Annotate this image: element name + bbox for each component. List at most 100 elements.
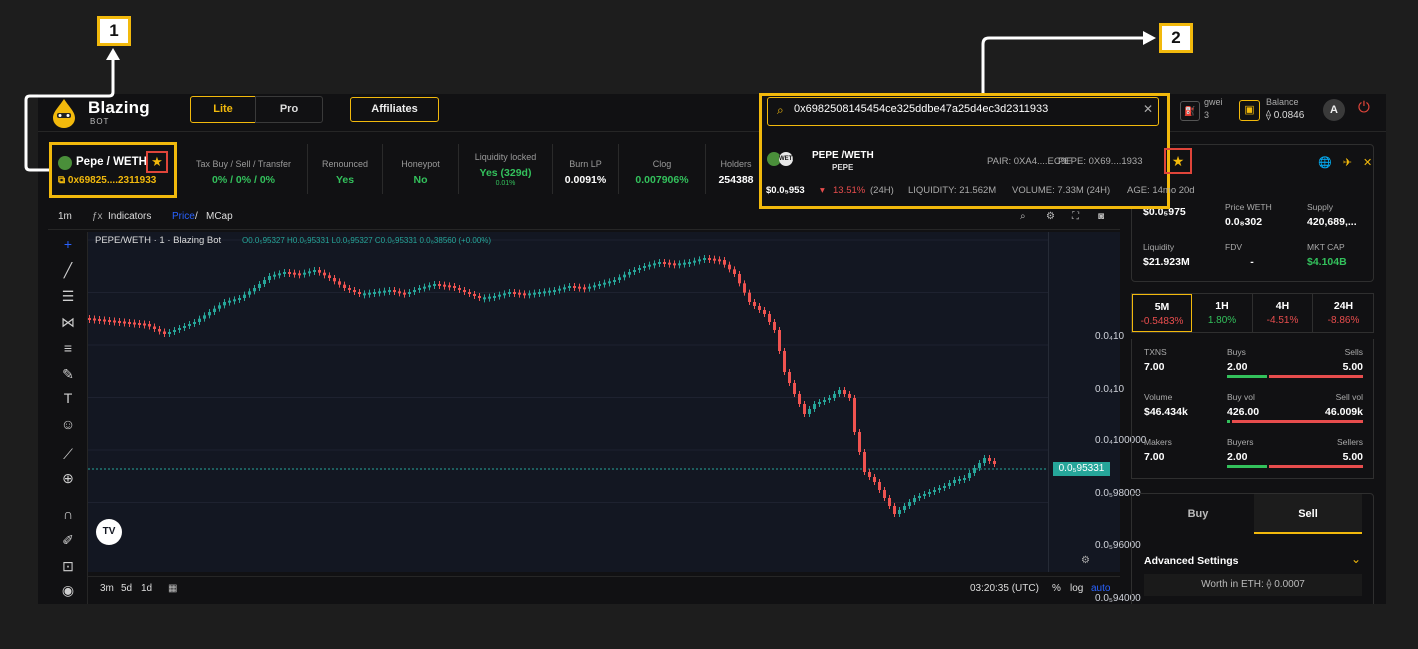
- candle-body: [363, 293, 366, 296]
- horizontal-lines-icon[interactable]: ☰: [61, 288, 75, 304]
- range-3m[interactable]: 3m: [100, 583, 114, 594]
- mcap-toggle[interactable]: MCap: [206, 211, 233, 222]
- candle-body: [713, 258, 716, 261]
- liquidity-label: Liquidity: [1143, 242, 1175, 252]
- tradingview-logo[interactable]: TV: [96, 519, 122, 545]
- crosshair-icon[interactable]: +: [63, 236, 73, 252]
- lock-icon[interactable]: ⊡: [62, 558, 74, 574]
- candle-body: [808, 409, 811, 414]
- fib-icon[interactable]: ≡: [63, 340, 73, 356]
- interval-button[interactable]: 1m: [58, 211, 72, 222]
- candle-body: [193, 322, 196, 324]
- candle-body: [188, 324, 191, 326]
- token-info-panel: [1131, 144, 1374, 282]
- candle-body: [663, 262, 666, 264]
- candle-body: [233, 299, 236, 302]
- range-5d[interactable]: 5d: [121, 583, 133, 594]
- price-tick-label: 0.0₅94000: [1095, 593, 1141, 604]
- mode-pro-button[interactable]: Pro: [255, 96, 323, 123]
- toggle-separator: /: [195, 211, 198, 222]
- candle-body: [583, 287, 586, 290]
- trendline-icon[interactable]: ╱: [63, 262, 73, 278]
- candle-body: [443, 284, 446, 287]
- emoji-icon[interactable]: ☺: [60, 416, 76, 432]
- range-1d[interactable]: 1d: [141, 583, 153, 594]
- search-input[interactable]: [794, 103, 1134, 115]
- fdv-cell: FDV -: [1225, 242, 1279, 268]
- utc-clock[interactable]: 03:20:35 (UTC): [970, 583, 1039, 594]
- search-chart-icon[interactable]: ⌕: [1020, 211, 1026, 222]
- candle-body: [288, 272, 291, 274]
- timeframe-tab[interactable]: 4H -4.51%: [1253, 294, 1313, 332]
- chevron-down-icon[interactable]: ⌄: [1351, 552, 1362, 566]
- camera-icon[interactable]: ◙: [1098, 211, 1105, 222]
- result-change-arrow-icon: ▾: [820, 185, 825, 196]
- social-links[interactable]: 🌐 ✈ ✕: [1318, 157, 1377, 169]
- sell-tab[interactable]: Sell: [1254, 494, 1362, 534]
- price-chart[interactable]: [88, 232, 1120, 572]
- candle-body: [633, 270, 636, 272]
- magnet-icon[interactable]: ∩: [62, 506, 74, 522]
- ruler-icon[interactable]: ⟋: [63, 446, 73, 462]
- timeframe-tab[interactable]: 24H -8.86%: [1314, 294, 1374, 332]
- auto-toggle[interactable]: auto: [1091, 583, 1111, 594]
- search-field[interactable]: [767, 97, 1159, 126]
- result-favorite-star-icon[interactable]: ★: [1164, 148, 1192, 174]
- brush-icon[interactable]: ✎: [62, 366, 74, 382]
- callout-1-arrow: [24, 48, 120, 172]
- result-pair[interactable]: PEPE /WETH: [812, 150, 874, 161]
- sellvol-bar: [1232, 420, 1363, 423]
- pattern-icon[interactable]: ⋈: [61, 314, 75, 330]
- lock-drawings-icon[interactable]: ✐: [62, 532, 74, 548]
- percent-toggle[interactable]: %: [1052, 583, 1061, 594]
- mode-lite-button[interactable]: Lite: [190, 96, 256, 123]
- candle-body: [678, 263, 681, 266]
- settings-icon[interactable]: ⚙: [1046, 211, 1055, 222]
- pair-address[interactable]: ⧉ 0x69825....2311933: [58, 175, 157, 186]
- log-toggle[interactable]: log: [1070, 583, 1084, 594]
- calendar-icon[interactable]: ▦: [168, 583, 178, 594]
- candle-body: [748, 292, 751, 302]
- clear-search-icon[interactable]: ✕: [1143, 102, 1154, 116]
- wallet-icon[interactable]: ▣: [1239, 100, 1260, 121]
- candle-body: [328, 275, 331, 278]
- advanced-settings-toggle[interactable]: Advanced Settings: [1144, 555, 1239, 567]
- candle-body: [508, 292, 511, 294]
- candle-body: [223, 302, 226, 306]
- candle-body: [608, 281, 611, 284]
- gas-icon[interactable]: ⛽: [1180, 101, 1200, 121]
- candle-body: [313, 270, 316, 272]
- indicators-button[interactable]: Indicators: [108, 211, 152, 222]
- fdv-value: -: [1250, 256, 1254, 268]
- sellers-cell: Sellers 5.00: [1327, 437, 1363, 463]
- candle-body: [853, 398, 856, 432]
- candle-body: [743, 283, 746, 293]
- gwei-label: gwei: [1204, 97, 1223, 107]
- candle-body: [298, 273, 301, 276]
- zoom-icon[interactable]: ⊕: [62, 470, 74, 486]
- price-toggle[interactable]: Price: [172, 211, 195, 222]
- buy-tab[interactable]: Buy: [1187, 508, 1209, 520]
- function-icon[interactable]: ƒx: [92, 211, 103, 222]
- timeframe-tab[interactable]: 1H 1.80%: [1193, 294, 1253, 332]
- stat-label: Liquidity locked: [474, 152, 537, 162]
- power-icon[interactable]: ⏻: [1358, 99, 1370, 116]
- stat-cell: Renounced Yes: [308, 144, 383, 194]
- timeframe-tab[interactable]: 5M -0.5483%: [1132, 294, 1192, 332]
- favorite-star-icon[interactable]: ★: [146, 151, 168, 173]
- candle-body: [273, 274, 276, 277]
- worth-in-eth: Worth in ETH: ⟠ 0.0007: [1144, 574, 1362, 596]
- buyvol-cell: Buy vol 426.00: [1227, 392, 1259, 418]
- stat-value: 0.007906%: [635, 174, 689, 186]
- eye-icon[interactable]: ◉: [61, 582, 75, 598]
- text-icon[interactable]: T: [63, 390, 73, 406]
- avatar[interactable]: A: [1323, 99, 1345, 121]
- callout-1-badge: 1: [97, 16, 131, 46]
- price-axis[interactable]: [1048, 232, 1120, 572]
- axis-settings-icon[interactable]: ⚙: [1081, 555, 1090, 566]
- fullscreen-icon[interactable]: ⛶: [1072, 211, 1079, 222]
- candle-body: [708, 258, 711, 260]
- candle-body: [88, 318, 91, 320]
- affiliates-button[interactable]: Affiliates: [350, 97, 439, 122]
- candle-body: [433, 284, 436, 286]
